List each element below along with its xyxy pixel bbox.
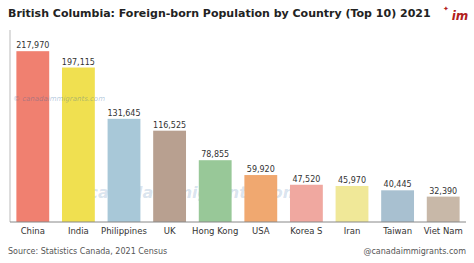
x-tick-label: Hong Kong bbox=[192, 226, 238, 236]
x-tick-label: USA bbox=[252, 226, 270, 236]
x-tick-label: UK bbox=[164, 226, 176, 236]
x-tick-label: Philippines bbox=[101, 226, 147, 236]
bar bbox=[336, 186, 369, 222]
data-label: 45,970 bbox=[338, 176, 366, 185]
x-tick-label: Viet Nam bbox=[424, 226, 463, 236]
logo: ✦im bbox=[443, 5, 468, 23]
data-label: 78,855 bbox=[201, 150, 229, 159]
x-axis-line bbox=[10, 222, 466, 223]
chart: British Columbia: Foreign-born Populatio… bbox=[0, 0, 474, 263]
data-label: 47,520 bbox=[292, 175, 320, 184]
data-label: 32,390 bbox=[429, 187, 457, 196]
bar bbox=[153, 131, 186, 222]
x-tick-label: Taiwan bbox=[382, 226, 412, 236]
bar bbox=[199, 160, 232, 222]
credit: @canadaimmigrants.com bbox=[363, 247, 466, 256]
data-label: 116,525 bbox=[153, 121, 186, 130]
bar bbox=[427, 197, 460, 222]
bars bbox=[16, 51, 459, 222]
data-label: 40,445 bbox=[384, 180, 412, 189]
bar bbox=[290, 185, 323, 222]
title: British Columbia: Foreign-born Populatio… bbox=[8, 7, 431, 20]
watermark-small: © canadaimmigrants.com bbox=[13, 95, 105, 103]
logo-text: im bbox=[452, 9, 469, 23]
data-label: 131,645 bbox=[107, 109, 140, 118]
bar bbox=[108, 119, 141, 222]
data-label: 217,970 bbox=[16, 41, 49, 50]
x-tick-label: China bbox=[21, 226, 45, 236]
data-label: 59,920 bbox=[247, 165, 275, 174]
data-label: 197,115 bbox=[62, 58, 95, 67]
bar bbox=[16, 51, 49, 222]
data-labels: 217,970 197,115 131,645 116,525 78,855 59,920… bbox=[16, 41, 457, 195]
logo-mark: ✦ bbox=[443, 5, 449, 13]
bar bbox=[62, 68, 95, 222]
bar bbox=[381, 190, 414, 222]
x-tick-label: Korea S bbox=[290, 226, 322, 236]
source: Source: Statistics Canada, 2021 Census bbox=[8, 247, 167, 256]
x-tick-label: India bbox=[68, 226, 89, 236]
x-tick-label: Iran bbox=[344, 226, 361, 236]
x-tick-labels: China India Philippines UK Hong Kong USA Korea… bbox=[21, 226, 463, 236]
y-axis-line bbox=[10, 30, 11, 222]
bar bbox=[244, 175, 277, 222]
